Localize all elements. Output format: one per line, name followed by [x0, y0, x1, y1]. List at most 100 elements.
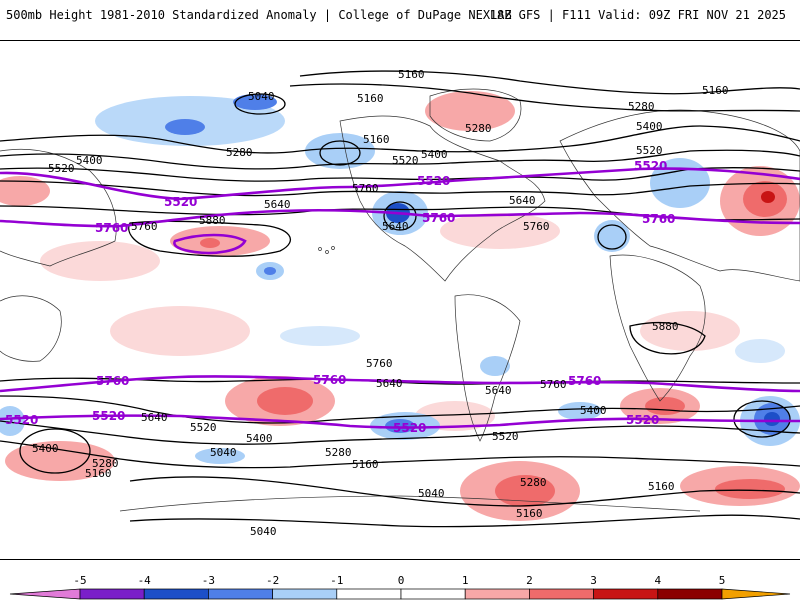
contour-line [0, 180, 800, 197]
color-scale-box [208, 588, 273, 600]
color-scale-tick-label: 4 [654, 574, 661, 587]
contour-label: 5520 [392, 154, 419, 167]
contour-label: 5400 [246, 432, 273, 445]
anomaly-positive [761, 191, 775, 203]
contour-line [597, 224, 627, 250]
contour-label: 5400 [32, 442, 59, 455]
color-scale-bar: -5 -4 -3 -2 -1 0 1 2 3 4 5 [9, 574, 791, 600]
anomaly-positive [495, 475, 555, 507]
island [331, 246, 335, 250]
model-run-info: 18Z GFS | F111 Valid: 09Z FRI NOV 21 202… [489, 8, 786, 22]
contour-label: 5640 [141, 411, 168, 424]
contour-label: 5640 [382, 220, 409, 233]
contour-label: 5760 [131, 220, 158, 233]
contour-line [629, 321, 706, 355]
contour-label: 5400 [76, 154, 103, 167]
anomaly-negative [195, 448, 245, 464]
anomaly-positive [5, 441, 115, 481]
contour-label: 5400 [421, 148, 448, 161]
contour-label: 5040 [210, 446, 237, 459]
contour-line [289, 83, 800, 112]
color-scale-box [400, 588, 466, 600]
color-scale-box [79, 588, 145, 600]
island [318, 247, 322, 251]
contour-line [234, 93, 286, 115]
contour-label: 5880 [652, 320, 679, 333]
color-scale-box [529, 588, 594, 600]
color-scale-box [593, 588, 659, 600]
contour-line [129, 514, 800, 528]
coastline-south-america [454, 294, 521, 442]
color-scale-box [464, 588, 530, 600]
color-scale-box [336, 588, 402, 600]
highlight-contour-label: 5520 [92, 409, 125, 423]
anomaly-shading [0, 91, 800, 521]
anomaly-negative [650, 158, 710, 208]
contour-5520-north [0, 167, 800, 201]
contour-label: 5160 [702, 84, 729, 97]
anomaly-negative [0, 406, 25, 436]
header-bar: 500mb Height 1981-2010 Standardized Anom… [0, 0, 800, 30]
color-scale-tick-label: -2 [266, 574, 279, 587]
contour-label: 5640 [509, 194, 536, 207]
contour-label: 5160 [357, 92, 384, 105]
contour-label: 5520 [492, 430, 519, 443]
color-scale-box [721, 588, 791, 600]
anomaly-positive [0, 176, 50, 206]
contour-label: 5640 [485, 384, 512, 397]
highlight-contour-label: 5760 [568, 374, 601, 388]
anomaly-positive [257, 387, 313, 415]
contour-label: 5520 [48, 162, 75, 175]
contour-line [128, 220, 292, 257]
anomaly-negative [480, 356, 510, 376]
contour-label: 5760 [523, 220, 550, 233]
anomaly-positive [440, 213, 560, 249]
map-title: 500mb Height 1981-2010 Standardized Anom… [6, 8, 512, 22]
color-scale-box [657, 588, 723, 600]
color-scale-box [272, 588, 338, 600]
coastline-greenland [429, 88, 522, 142]
contour-label: 5280 [520, 476, 547, 489]
anomaly-negative [264, 267, 276, 275]
color-scale-boxes [9, 588, 791, 600]
anomaly-negative [280, 326, 360, 346]
anomaly-negative [385, 419, 415, 433]
contour-line [0, 420, 800, 445]
color-scale-tick-label: -3 [202, 574, 215, 587]
map-panel: 5160 5160 5040 5160 5280 5400 5520 5160 … [0, 40, 800, 560]
contour-label: 5400 [580, 404, 607, 417]
contour-5520-south [0, 414, 800, 429]
contour-label: 5280 [465, 122, 492, 135]
contour-5760-north [0, 208, 800, 228]
contour-label: 5760 [366, 357, 393, 370]
contour-line [0, 125, 800, 154]
anomaly-negative [233, 94, 277, 110]
contour-line [129, 476, 800, 507]
contour-label: 5520 [190, 421, 217, 434]
anomaly-positive [715, 479, 785, 499]
coastline-australia [0, 295, 62, 362]
contour-label: 5640 [376, 377, 403, 390]
contour-line [0, 440, 800, 469]
highlight-contour-label: 5760 [95, 221, 128, 235]
color-scale-box [143, 588, 209, 600]
contour-line [733, 400, 791, 438]
contour-5880-closed [173, 233, 247, 255]
anomaly-positive [170, 226, 270, 256]
contour-5760-south [0, 375, 800, 393]
highlight-contour-label: 5520 [626, 413, 659, 427]
color-scale-tick-label: 2 [526, 574, 533, 587]
highlight-contour-label: 5760 [313, 373, 346, 387]
coastline-eurasia-west [0, 148, 117, 267]
contour-line [0, 149, 800, 170]
highlight-contour-label: 5760 [642, 212, 675, 226]
color-scale-tick-label: 1 [462, 574, 469, 587]
contour-line [383, 201, 417, 231]
contour-label: 5640 [264, 198, 291, 211]
contour-label: 5280 [325, 446, 352, 459]
contour-label: 5040 [248, 90, 275, 103]
coastline-antarctica [119, 495, 701, 512]
highlight-contour-label: 5520 [393, 421, 426, 435]
coastline-africa [609, 254, 706, 402]
color-scale-tick-label: 3 [590, 574, 597, 587]
